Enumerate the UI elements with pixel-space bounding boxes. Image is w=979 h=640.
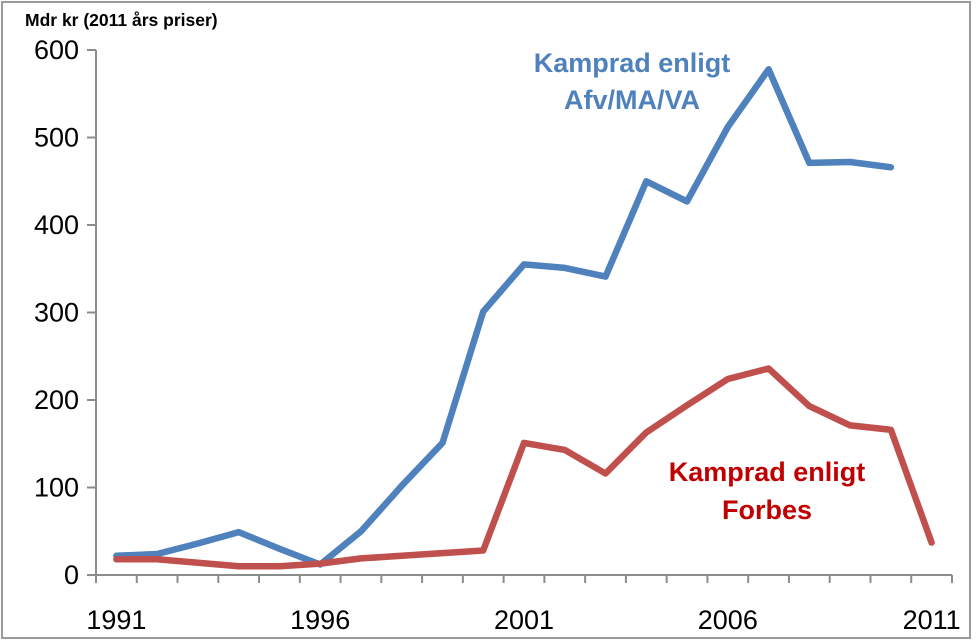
x-tick-label: 2001 [494,605,554,635]
series-label-afv-line1: Kamprad enligt [534,48,731,78]
chart-title: Mdr kr (2011 års priser) [25,10,218,30]
series-line-afv-ma-va [113,66,895,568]
x-tick-label: 1991 [86,605,146,635]
series-label-afv-line2: Afv/MA/VA [564,85,700,115]
series-label-forbes-line1: Kamprad enligt [669,457,866,487]
y-tick-label: 0 [64,560,79,590]
series-line-forbes [113,365,935,570]
y-tick-label: 100 [34,473,79,503]
x-tick-label: 2011 [903,605,961,635]
x-tick-label: 1996 [290,605,350,635]
y-tick-label: 400 [34,210,79,240]
y-tick-label: 300 [34,298,79,328]
chart-layer: 0 100 200 300 400 500 600 1991 1996 2001 2006 2011 [34,35,961,635]
x-tick-label: 2006 [698,605,758,635]
y-tick-label: 200 [34,385,79,415]
series-label-forbes-line2: Forbes [722,495,812,525]
y-tick-label: 500 [34,123,79,153]
y-tick-label: 600 [34,35,79,65]
